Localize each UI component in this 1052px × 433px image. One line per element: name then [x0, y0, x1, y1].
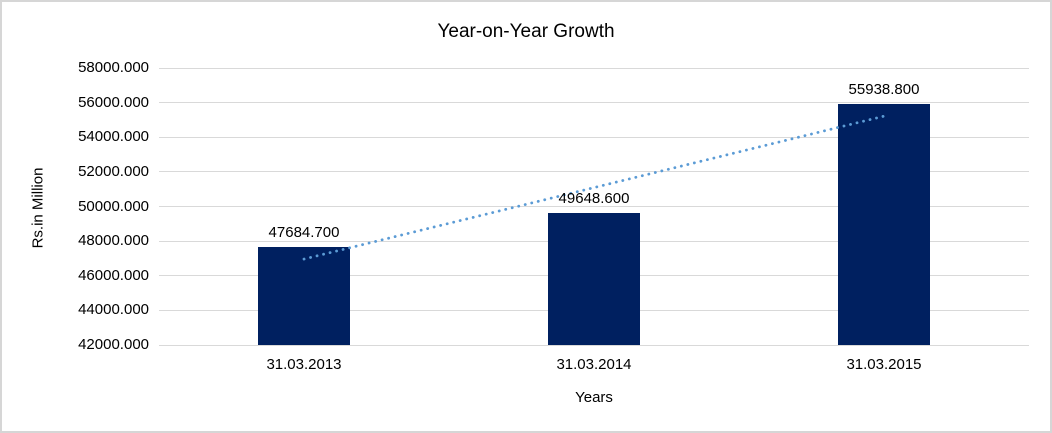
gridline [159, 67, 1029, 69]
y-tick-label: 46000.000 [78, 266, 149, 284]
x-tick-label: 31.03.2013 [266, 356, 342, 373]
bar-31.03.2015 [838, 103, 930, 345]
y-tick-label: 58000.000 [78, 59, 149, 76]
y-tick-label: 48000.000 [78, 232, 149, 250]
y-tick-label: 52000.000 [78, 162, 149, 180]
bar-31.03.2013 [258, 246, 350, 345]
x-tick-label: 31.03.2015 [846, 356, 922, 373]
x-axis-title: Years [575, 389, 613, 406]
y-tick-label: 50000.000 [78, 197, 149, 215]
bar-data-label: 47684.700 [268, 223, 340, 241]
gridline [159, 344, 1029, 346]
bar-31.03.2014 [548, 212, 640, 345]
y-tick-label: 42000.000 [78, 336, 149, 353]
y-axis-title: Rs.in Million [29, 167, 47, 249]
y-tick-label: 54000.000 [78, 128, 149, 146]
chart-title: Year-on-Year Growth [437, 21, 615, 42]
bar-data-label: 55938.800 [848, 80, 920, 98]
y-tick-label: 56000.000 [78, 93, 149, 111]
x-tick-label: 31.03.2014 [556, 356, 632, 373]
bar-data-label: 49648.600 [558, 189, 630, 207]
gridline [159, 102, 1029, 104]
y-tick-label: 44000.000 [78, 301, 149, 319]
